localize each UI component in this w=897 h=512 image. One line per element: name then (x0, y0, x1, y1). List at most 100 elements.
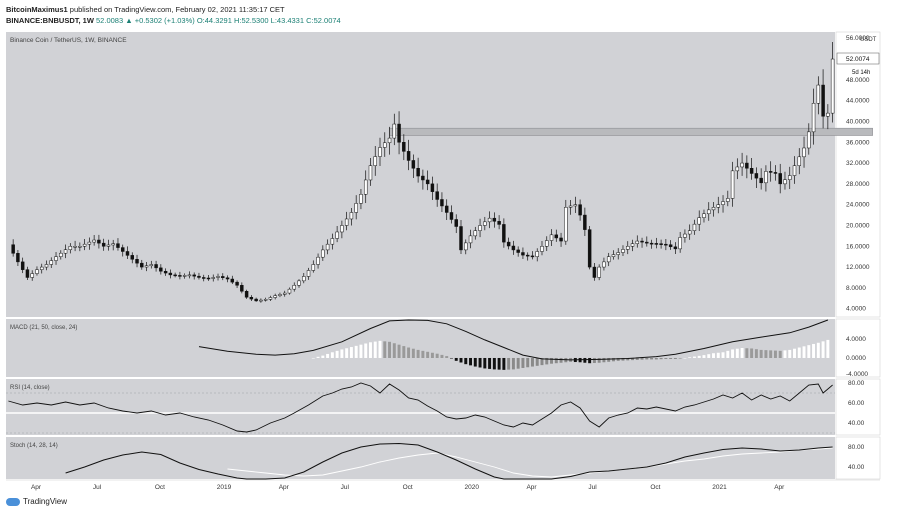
candle-body (87, 241, 92, 245)
macd-histogram-bar (340, 349, 344, 358)
candle-body (449, 212, 454, 220)
candle-body (325, 243, 330, 251)
x-tick-label: Oct (650, 484, 660, 491)
macd-histogram-bar (731, 349, 735, 358)
candle-body (35, 269, 39, 274)
axis-macd-bg (835, 318, 881, 378)
price-tick-label: 32.0000 (846, 160, 870, 167)
candle-body (645, 241, 649, 244)
tradingview-logo[interactable]: TradingView (6, 497, 67, 506)
macd-histogram-bar (526, 357, 530, 368)
candle-body (611, 254, 616, 257)
candle-body (440, 199, 444, 207)
candle-body (297, 280, 301, 286)
candle-body (349, 212, 354, 220)
candle-body (92, 239, 96, 243)
candle-body (692, 223, 697, 231)
candle-body (464, 242, 468, 251)
brand-name: TradingView (23, 497, 68, 506)
candle-body (287, 288, 292, 294)
candle-body (721, 201, 725, 205)
macd-tick-label: -4.0000 (846, 371, 868, 378)
macd-histogram-bar (473, 357, 477, 367)
candle-body (726, 198, 730, 202)
candle-body (702, 213, 706, 218)
candle-body (621, 249, 625, 253)
candle-body (230, 278, 235, 283)
x-tick-label: Apr (279, 484, 290, 491)
publish-info: published on TradingView.com, February 0… (69, 5, 285, 14)
macd-histogram-bar (788, 349, 792, 358)
candle-body (316, 256, 320, 265)
macd-histogram-bar (721, 352, 725, 358)
candle-body (54, 256, 58, 261)
macd-histogram-bar (597, 357, 601, 363)
rsi-label: RSI (14, close) (10, 385, 50, 391)
macd-histogram-bar (797, 347, 801, 358)
candle-body (59, 252, 63, 257)
candle-body (530, 255, 535, 258)
macd-histogram-bar (821, 341, 825, 358)
ohlc-values: 52.0083 ▲ +0.5302 (+1.03%) O:44.3291 H:5… (96, 16, 341, 25)
macd-histogram-bar (640, 357, 644, 360)
macd-histogram-bar (611, 357, 615, 362)
macd-histogram-bar (378, 340, 382, 358)
macd-histogram-bar (507, 357, 511, 370)
macd-histogram-bar (635, 357, 639, 360)
candle-body (373, 156, 377, 166)
candle-body (306, 270, 311, 277)
candle-body (78, 246, 82, 248)
chart-title: Binance Coin / TetherUS, 1W, BINANCE (10, 37, 127, 44)
candle-body (492, 217, 497, 222)
macd-histogram-bar (554, 357, 558, 364)
resistance-zone (389, 127, 873, 136)
price-tick-label: 48.0000 (846, 77, 870, 84)
candle-body (240, 285, 244, 292)
ohlc-line: BINANCE:BNBUSDT, 1W 52.0083 ▲ +0.5302 (+… (6, 15, 341, 26)
candle-body (664, 243, 668, 246)
candle-body (292, 285, 296, 290)
candle-body (163, 270, 168, 274)
macd-histogram-bar (773, 350, 777, 358)
macd-histogram-bar (783, 350, 787, 358)
macd-histogram-bar (712, 353, 715, 358)
macd-histogram-bar (745, 348, 749, 358)
candle-body (73, 246, 77, 248)
macd-histogram-bar (407, 347, 411, 358)
candle-body (225, 277, 230, 280)
macd-histogram-bar (559, 357, 563, 363)
macd-histogram-bar (373, 341, 377, 358)
candle-body (411, 160, 416, 169)
candle-body (497, 221, 501, 225)
x-tick-label: Jul (93, 484, 102, 491)
macd-histogram-bar (592, 357, 596, 363)
candle-body (649, 242, 654, 245)
macd-histogram-bar (826, 339, 830, 358)
candle-body (63, 249, 68, 254)
macd-histogram-bar (421, 350, 425, 358)
candle-body (68, 246, 73, 250)
x-axis-bg (6, 480, 835, 492)
price-tick-label: 4.0000 (846, 306, 866, 313)
candle-body (783, 179, 787, 185)
last-price-label: 52.0074 (846, 56, 870, 63)
macd-histogram-bar (807, 345, 811, 358)
price-tick-label: 12.0000 (846, 264, 870, 271)
price-tick-label: 24.0000 (846, 202, 870, 209)
axis-rsi-bg (835, 378, 881, 436)
candle-body (640, 240, 644, 243)
candle-body (773, 172, 778, 174)
countdown-label: 5d 14h (852, 70, 870, 76)
macd-histogram-bar (354, 345, 358, 358)
candle-body (16, 253, 20, 263)
macd-histogram-bar (688, 357, 692, 358)
candle-body (592, 266, 597, 278)
candle-body (25, 269, 30, 278)
x-tick-label: 2021 (712, 484, 727, 491)
candle-body (249, 296, 254, 300)
author-name[interactable]: BitcoinMaximus1 (6, 5, 68, 14)
macd-label: MACD (21, 50, close, 24) (10, 325, 77, 331)
macd-histogram-bar (616, 357, 620, 361)
macd-histogram-bar (364, 343, 368, 358)
